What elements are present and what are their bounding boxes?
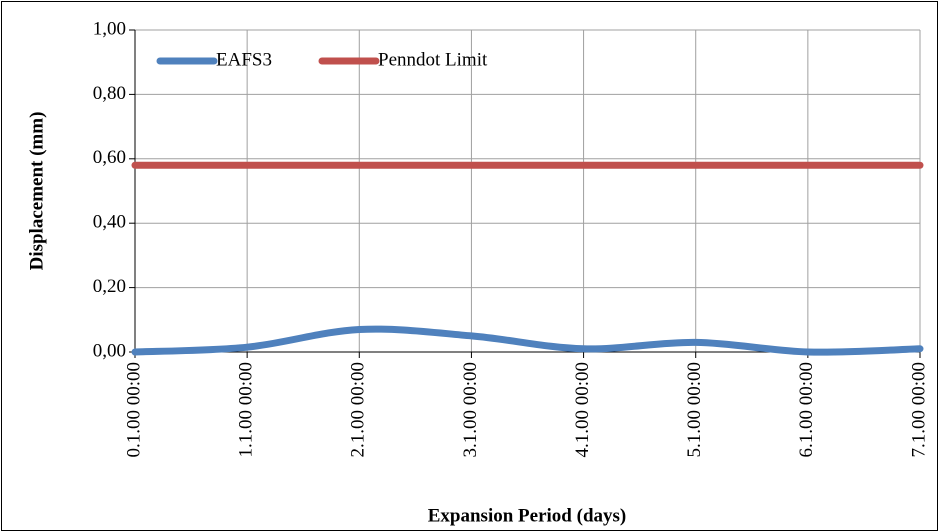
legend-label: EAFS3 bbox=[216, 49, 272, 70]
x-tick-label: 5.1.00 00:00 bbox=[684, 362, 705, 458]
y-axis-title: Displacement (mm) bbox=[26, 112, 47, 271]
y-tick-label: 1,00 bbox=[93, 18, 126, 39]
x-tick-label: 4.1.00 00:00 bbox=[572, 362, 593, 458]
x-tick-label: 7.1.00 00:00 bbox=[908, 362, 929, 458]
y-tick-label: 0,40 bbox=[93, 212, 126, 233]
series-line bbox=[131, 325, 924, 356]
y-tick-label: 0,20 bbox=[93, 276, 126, 297]
x-tick-label: 1.1.00 00:00 bbox=[236, 362, 257, 458]
y-tick-label: 0,60 bbox=[93, 147, 126, 168]
legend-label: Penndot Limit bbox=[378, 49, 488, 70]
x-axis-title: Expansion Period (days) bbox=[428, 505, 626, 526]
x-tick-label: 2.1.00 00:00 bbox=[348, 362, 369, 458]
x-tick-label: 3.1.00 00:00 bbox=[460, 362, 481, 458]
y-tick-label: 0,00 bbox=[93, 340, 126, 361]
x-tick-label: 0.1.00 00:00 bbox=[123, 362, 144, 458]
y-tick-label: 0,80 bbox=[93, 83, 126, 104]
x-tick-label: 6.1.00 00:00 bbox=[796, 362, 817, 458]
